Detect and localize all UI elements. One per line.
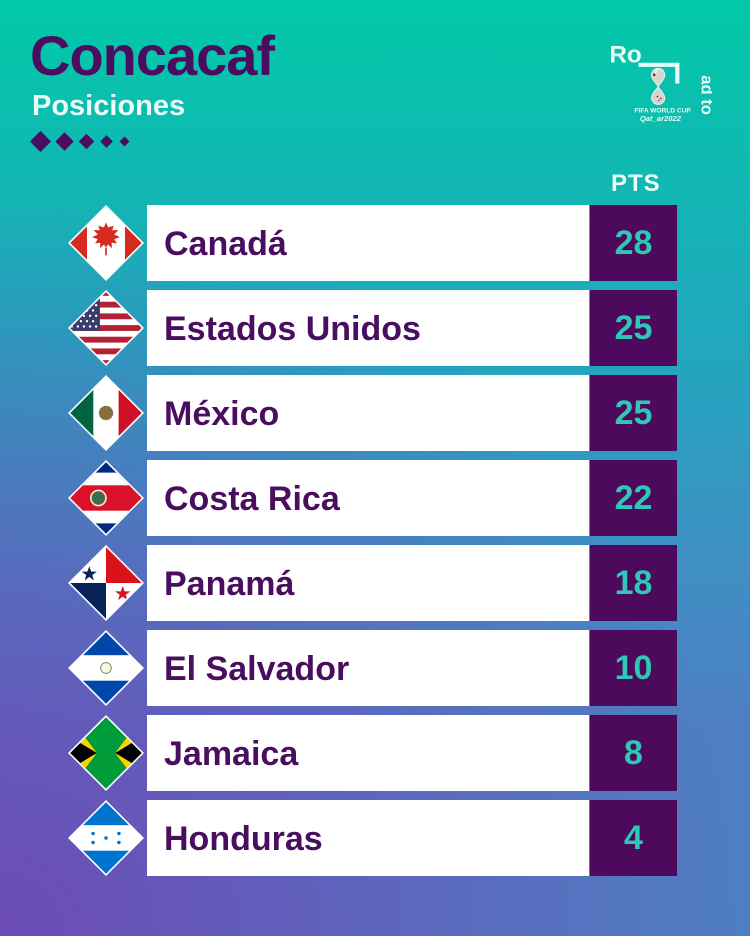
- svg-text:ad to: ad to: [698, 75, 712, 115]
- svg-text:Ro: Ro: [609, 42, 641, 69]
- svg-text:Qat_ar2022: Qat_ar2022: [640, 114, 682, 123]
